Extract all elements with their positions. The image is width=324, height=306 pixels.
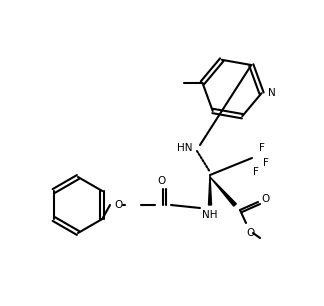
Polygon shape	[210, 177, 236, 206]
Text: O: O	[246, 228, 254, 238]
Text: O: O	[157, 176, 165, 186]
Text: F: F	[263, 158, 269, 168]
Text: O: O	[114, 200, 122, 210]
Text: HN: HN	[177, 143, 192, 153]
Text: NH: NH	[202, 210, 218, 220]
Polygon shape	[209, 175, 212, 205]
Text: F: F	[253, 167, 259, 177]
Text: F: F	[259, 143, 265, 153]
Text: O: O	[262, 194, 270, 204]
Text: N: N	[268, 88, 275, 98]
